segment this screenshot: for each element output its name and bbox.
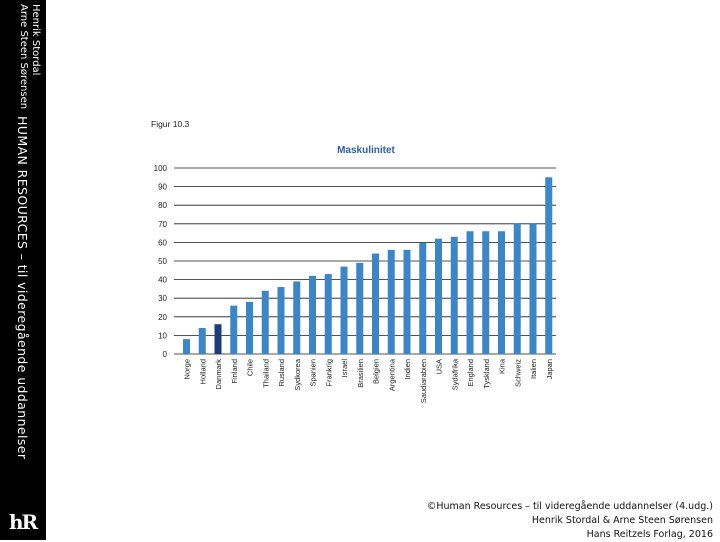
bar-kina bbox=[498, 231, 505, 354]
x-tick-label: Kina bbox=[498, 358, 507, 374]
x-tick-label: Japan bbox=[545, 359, 554, 379]
y-tick-label: 50 bbox=[158, 257, 167, 266]
x-tick-label: England bbox=[466, 359, 475, 387]
y-tick-label: 90 bbox=[158, 183, 167, 192]
bar-danmark bbox=[214, 324, 222, 354]
x-tick-label: Chile bbox=[246, 359, 255, 376]
bar-brasilien bbox=[356, 262, 364, 354]
bar-norge bbox=[183, 339, 190, 354]
y-tick-label: 30 bbox=[158, 294, 167, 303]
bar-belgien bbox=[372, 253, 379, 354]
x-tick-label: Indien bbox=[403, 359, 412, 379]
x-tick-label: Italien bbox=[529, 359, 538, 379]
footer-line-1: ©Human Resources – til videregående udda… bbox=[426, 501, 713, 512]
bar-schweiz bbox=[513, 223, 521, 354]
x-tick-label: Holland bbox=[198, 359, 207, 384]
bar-sydafrika bbox=[450, 236, 458, 354]
x-tick-label: Tyskland bbox=[482, 359, 491, 389]
bar-rusland bbox=[277, 287, 285, 354]
bar-italien bbox=[529, 223, 537, 354]
x-tick-label: Rusland bbox=[277, 359, 286, 387]
publisher-logo: hR bbox=[9, 510, 38, 534]
y-tick-label: 0 bbox=[163, 350, 168, 359]
bar-saudiarabien bbox=[419, 242, 427, 354]
bar-israel bbox=[340, 266, 348, 354]
footer-line-2: Henrik Stordal & Arne Steen Sørensen bbox=[531, 515, 713, 526]
bar-holland bbox=[198, 327, 206, 354]
x-tick-label: USA bbox=[435, 359, 444, 374]
bars bbox=[183, 177, 553, 354]
y-tick-label: 10 bbox=[158, 331, 167, 340]
bar-spanien bbox=[309, 275, 316, 354]
bar-indien bbox=[403, 249, 411, 354]
bar-frankrig bbox=[324, 274, 332, 354]
x-tick-label: Belgien bbox=[372, 359, 381, 384]
footer-credits: ©Human Resources – til videregående udda… bbox=[353, 500, 713, 542]
x-tick-label: Sydafrika bbox=[450, 358, 459, 390]
bar-japan bbox=[545, 177, 553, 354]
x-tick-label: Spanien bbox=[309, 359, 318, 387]
x-tick-label: Argentina bbox=[387, 358, 396, 391]
sidebar: Henrik Stordal Arne Steen Sørensen HUMAN… bbox=[0, 0, 46, 540]
footer-line-3: Hans Reitzels Forlag, 2016 bbox=[586, 529, 713, 540]
bar-sydkorea bbox=[293, 281, 301, 354]
y-tick-label: 20 bbox=[158, 313, 167, 322]
y-tick-label: 60 bbox=[158, 238, 167, 247]
bar-chile bbox=[246, 301, 253, 354]
x-tick-label: Finland bbox=[230, 359, 239, 384]
x-tick-label: Thailand bbox=[261, 359, 270, 388]
bar-thailand bbox=[261, 290, 269, 354]
bar-tyskland bbox=[482, 231, 490, 354]
bar-usa bbox=[435, 238, 442, 354]
y-tick-label: 100 bbox=[154, 164, 168, 173]
x-tick-label: Brasilien bbox=[356, 359, 365, 388]
x-tick-label: Schweiz bbox=[513, 359, 522, 387]
y-tick-label: 70 bbox=[158, 220, 167, 229]
x-tick-label: Frankrig bbox=[324, 359, 333, 387]
x-tick-label: Danmark bbox=[214, 359, 223, 390]
chart-title: Maskulinitet bbox=[337, 145, 395, 156]
bar-argentina bbox=[387, 249, 395, 354]
bar-england bbox=[466, 231, 474, 354]
y-tick-label: 40 bbox=[158, 276, 167, 285]
x-tick-label: Saudiarabien bbox=[419, 359, 428, 403]
x-tick-label: Sydkorea bbox=[293, 358, 302, 391]
x-tick-label: Israel bbox=[340, 359, 349, 378]
y-tick-label: 80 bbox=[158, 201, 167, 210]
y-axis-ticks: 0 10 20 30 40 50 60 70 80 90 100 bbox=[154, 164, 168, 359]
figure-label: Figur 10.3 bbox=[151, 119, 190, 129]
grid-lines bbox=[174, 167, 556, 355]
x-tick-label: Norge bbox=[183, 359, 192, 379]
x-axis-labels: Norge Holland Danmark Finland Chile Thailand R… bbox=[183, 358, 554, 403]
bar-finland bbox=[230, 305, 238, 354]
